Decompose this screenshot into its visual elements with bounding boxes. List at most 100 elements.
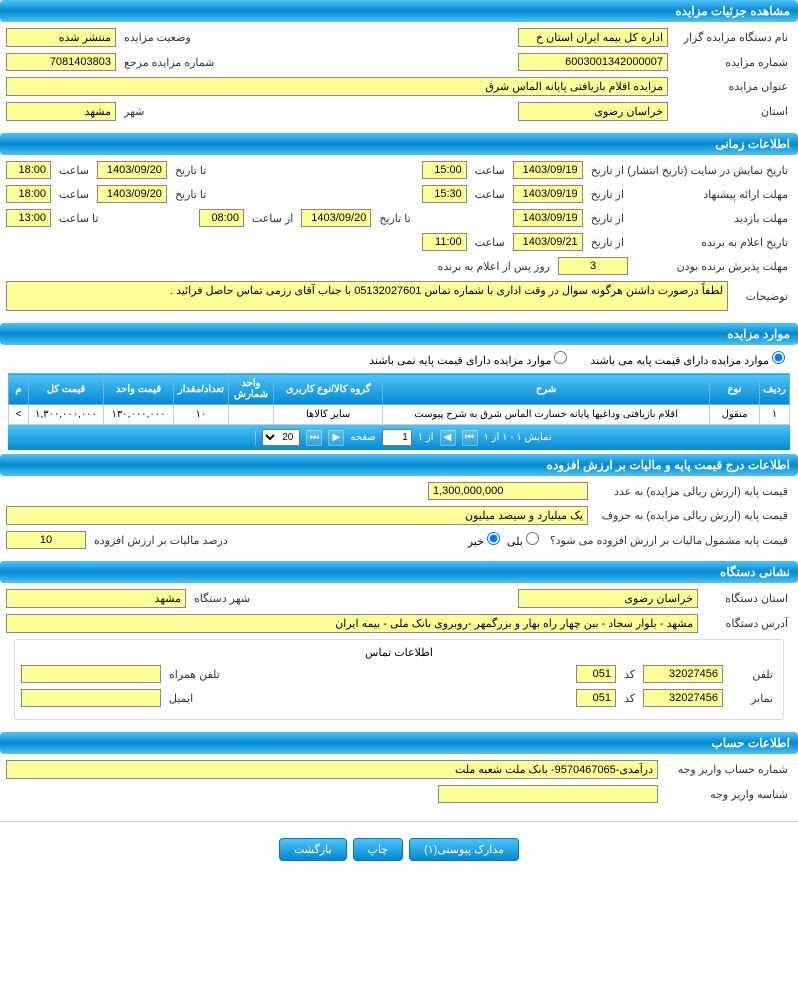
items-table-wrap: ردیفنوعشرحگروه کالا/نوع کاربریواحد شمارش…: [8, 373, 790, 450]
items-col-4: واحد شمارش: [229, 374, 274, 405]
publish-from: 1403/09/19: [513, 161, 583, 179]
back-button[interactable]: بازگشت: [279, 838, 347, 861]
items-col-5: تعداد/مقدار: [174, 374, 229, 405]
to-label-3: تا تاریخ: [375, 212, 414, 225]
from-label-1: از تاریخ: [587, 164, 628, 177]
phone-code-value: 051: [576, 665, 616, 683]
vat-no-input[interactable]: [487, 532, 500, 545]
pager-size-select[interactable]: 20: [262, 429, 300, 446]
title-label: عنوان مزایده: [672, 80, 792, 93]
vat-yes-input[interactable]: [526, 532, 539, 545]
table-cell: [229, 405, 274, 425]
print-button[interactable]: چاپ: [353, 838, 404, 861]
visit-label: مهلت بازدید: [632, 212, 792, 225]
radio-no-base-label: موارد مزایده دارای قیمت پایه نمی باشند: [369, 355, 551, 367]
radio-has-base-input[interactable]: [772, 351, 785, 364]
details-body: نام دستگاه مزایده گزار اداره کل بیمه ایر…: [0, 22, 798, 133]
status-label: وضعیت مزایده: [120, 31, 195, 44]
accept-days: 3: [558, 257, 628, 275]
ref-no-label: شماره مزایده مرجع: [120, 56, 218, 69]
auction-no-label: شماره مزایده: [672, 56, 792, 69]
section-header-time: اطلاعات زمانی: [0, 133, 798, 155]
vat-yes-label: بلی: [507, 536, 523, 548]
footer-buttons: مدارک پیوستی(۱) چاپ بازگشت: [0, 828, 798, 871]
contact-header: اطلاعات تماس: [21, 646, 777, 659]
winner-from: 1403/09/21: [513, 233, 583, 251]
pager-of: از ۱: [418, 432, 434, 443]
table-cell: ۱: [760, 405, 790, 425]
table-row[interactable]: ۱منقولاقلام بازیافتی وداغیها پایانه خسار…: [9, 405, 790, 425]
vat-pct-label: درصد مالیات بر ارزش افزوده: [90, 534, 232, 547]
visit-from: 1403/09/19: [513, 209, 583, 227]
items-table: ردیفنوعشرحگروه کالا/نوع کاربریواحد شمارش…: [8, 373, 790, 425]
city-value: مشهد: [6, 102, 116, 121]
radio-no-base[interactable]: موارد مزایده دارای قیمت پایه نمی باشند: [369, 351, 570, 367]
org-name-value: اداره کل بیمه ایران استان خ: [518, 28, 668, 47]
pager-display: نمایش ۱ - ۱ از ۱: [484, 432, 552, 443]
pager-first-icon[interactable]: ⏭: [306, 430, 322, 446]
items-table-body: ۱منقولاقلام بازیافتی وداغیها پایانه خسار…: [9, 405, 790, 425]
to-label-2: تا تاریخ: [171, 188, 210, 201]
visit-hour-to: 13:00: [6, 209, 51, 227]
mobile-value: [21, 665, 161, 683]
pager-last-icon[interactable]: ⏮: [462, 430, 478, 446]
from-label-2: از تاریخ: [587, 188, 628, 201]
radio-no-base-input[interactable]: [554, 351, 567, 364]
section-header-details: مشاهده جزئیات مزایده: [0, 0, 798, 22]
province-value: خراسان رضوی: [518, 102, 668, 121]
divider: [0, 821, 798, 822]
fax-code-label: کد: [620, 692, 639, 705]
price-body: قیمت پایه (ارزش ریالی مزایده) به عدد 1,3…: [0, 476, 798, 561]
hour-label-1: ساعت: [471, 164, 509, 177]
acc-id-value: [438, 785, 658, 803]
pager-page-input[interactable]: [382, 429, 412, 446]
acc-label: شماره حساب واریز وجه: [662, 763, 792, 776]
offer-hour-to: 18:00: [6, 185, 51, 203]
org-body: استان دستگاه خراسان رضوی شهر دستگاه مشهد…: [0, 583, 798, 732]
table-pager: نمایش ۱ - ۱ از ۱ ⏮ ◀ از ۱ صفحه ▶ ⏭ 20: [8, 425, 790, 450]
section-header-price: اطلاعات درج قیمت پایه و مالیات بر ارزش ا…: [0, 454, 798, 476]
org-addr-label: آدرس دستگاه: [702, 617, 792, 630]
table-cell: منقول: [710, 405, 760, 425]
vat-no[interactable]: خیر: [468, 532, 503, 548]
org-province-value: خراسان رضوی: [518, 589, 698, 608]
email-label: ایمیل: [165, 692, 197, 705]
section-header-items: موارد مزایده: [0, 323, 798, 345]
desc-label: توضیحات: [732, 290, 792, 303]
from-label-3: از تاریخ: [587, 212, 628, 225]
title-value: مزایده اقلام بازیافتی پایانه الماس شرق: [6, 77, 668, 96]
pager-next-icon[interactable]: ▶: [328, 430, 344, 446]
base-words-label: قیمت پایه (ارزش ریالی مزایده) به حروف: [592, 509, 792, 522]
pager-divider: [246, 431, 256, 445]
fax-label: نمابر: [727, 692, 777, 705]
pager-prev-icon[interactable]: ◀: [440, 430, 456, 446]
mobile-label: تلفن همراه: [165, 668, 224, 681]
winner-label: تاریخ اعلام به برنده: [632, 236, 792, 249]
vat-no-label: خیر: [468, 536, 484, 548]
attachments-button[interactable]: مدارک پیوستی(۱): [409, 838, 519, 861]
hour-label-2: ساعت: [55, 164, 93, 177]
items-col-0: ردیف: [760, 374, 790, 405]
auction-no-value: 6003001342000007: [518, 53, 668, 71]
base-num-label: قیمت پایه (ارزش ریالی مزایده) به عدد: [592, 485, 792, 498]
visit-hour-from: 08:00: [199, 209, 244, 227]
offer-from: 1403/09/19: [513, 185, 583, 203]
base-num-value: 1,300,000,000: [428, 482, 588, 500]
acc-id-label: شناسه واریز وجه: [662, 788, 792, 801]
publish-label: تاریخ نمایش در سایت (تاریخ انتشار): [632, 164, 792, 177]
base-words-value: یک میلیارد و سیصد میلیون: [6, 506, 588, 525]
province-label: استان: [672, 105, 792, 118]
account-body: شماره حساب واریز وجه درآمدی-9570467065- …: [0, 754, 798, 815]
accept-label: مهلت پذیرش برنده بودن: [632, 260, 792, 273]
items-col-7: قیمت کل: [29, 374, 104, 405]
fax-code-value: 051: [576, 689, 616, 707]
vat-yes[interactable]: بلی: [507, 532, 542, 548]
phone-value: 32027456: [643, 665, 723, 683]
acc-value: درآمدی-9570467065- بانک ملت شعبه ملت: [6, 760, 658, 779]
radio-has-base[interactable]: موارد مزایده دارای قیمت پایه می باشند: [590, 351, 788, 367]
publish-hour-from: 15:00: [422, 161, 467, 179]
city-label: شهر: [120, 105, 148, 118]
org-name-label: نام دستگاه مزایده گزار: [672, 31, 792, 44]
accept-suffix: روز پس از اعلام به برنده: [434, 260, 554, 273]
table-cell: ۱۰: [174, 405, 229, 425]
